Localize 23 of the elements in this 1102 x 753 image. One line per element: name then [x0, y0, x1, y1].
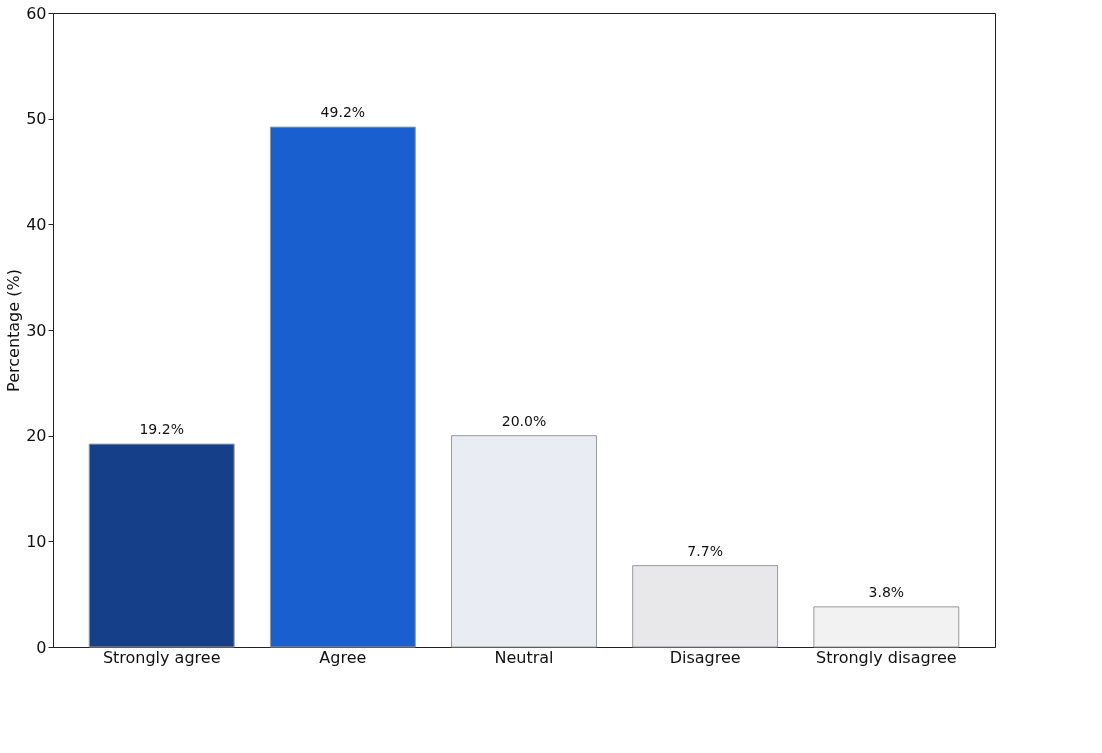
y-tick-label: 40	[26, 214, 47, 234]
data-label: 49.2%	[320, 104, 366, 121]
x-tick-label: Strongly disagree	[816, 647, 957, 667]
y-tick-label: 60	[26, 3, 47, 23]
y-tick-label: 20	[26, 426, 47, 446]
y-tick-label: 0	[36, 637, 47, 657]
bar	[632, 565, 779, 648]
data-label: 19.2%	[139, 421, 184, 438]
data-label: 3.8%	[868, 583, 905, 600]
data-label: 7.7%	[687, 542, 723, 559]
x-tick-label: Neutral	[494, 647, 554, 667]
y-tick-label: 50	[26, 109, 47, 129]
bar	[813, 606, 960, 648]
y-axis-title: Percentage (%)	[4, 269, 24, 392]
bar	[269, 126, 416, 648]
x-tick-label: Strongly agree	[102, 647, 221, 667]
x-tick-label: Disagree	[669, 647, 741, 667]
bar	[451, 435, 597, 648]
bar	[88, 443, 235, 648]
data-label: 20.0%	[501, 412, 547, 429]
x-tick-label: Agree	[319, 647, 367, 667]
y-tick-label: 30	[26, 320, 47, 340]
y-tick-label: 10	[26, 531, 47, 551]
